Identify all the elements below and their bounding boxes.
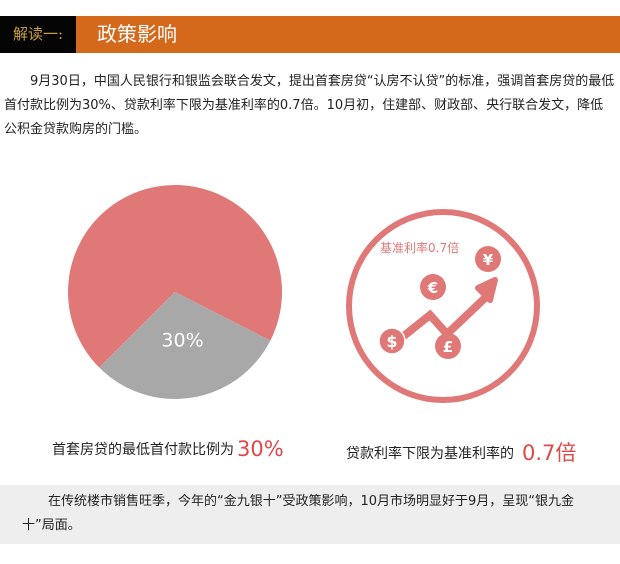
caption-value: 0.7倍: [522, 441, 577, 465]
caption-value: 30%: [237, 437, 284, 461]
svg-text:£: £: [443, 338, 453, 356]
note-box: 在传统楼市销售旺季，今年的“金九银十”受政策影响，10月市场明显好于9月，呈现“…: [0, 485, 620, 544]
svg-text:€: €: [427, 279, 438, 297]
pound-icon: £: [435, 333, 461, 359]
rising-arrow-icon: [392, 295, 488, 347]
caption-text: 首套房贷的最低首付款比例为: [52, 442, 234, 458]
pie-slice: [99, 292, 271, 400]
pie-slice-label: 30%: [161, 330, 203, 352]
section-title: 政策影响: [97, 22, 177, 46]
intro-paragraph: 9月30日，中国人民银行和银监会联合发文，提出首套房贷“认房不认贷”的标准，强调…: [4, 74, 615, 137]
pie-slice: [67, 185, 283, 368]
section-label: 解读一:: [0, 16, 76, 53]
yuan-icon: ¥: [475, 246, 501, 272]
arrow-head: [475, 277, 498, 303]
rate-caption: 贷款利率下限为基准利率的 0.7倍: [346, 437, 576, 467]
down-payment-caption: 首套房贷的最低首付款比例为 30%: [52, 437, 284, 461]
euro-icon: €: [420, 274, 446, 300]
dollar-icon: $: [378, 327, 406, 355]
rate-label: 基准利率0.7倍: [380, 240, 459, 255]
caption-text: 贷款利率下限为基准利率的: [346, 446, 514, 462]
rate-graphic: $ € £ ¥ 基准利率0.7倍: [346, 209, 540, 403]
svg-text:$: $: [386, 332, 397, 351]
svg-text:¥: ¥: [483, 251, 494, 269]
rate-circle: [346, 209, 540, 403]
note-text: 在传统楼市销售旺季，今年的“金九银十”受政策影响，10月市场明显好于9月，呈现“…: [22, 494, 575, 533]
section-header: 解读一: 政策影响: [0, 16, 620, 53]
pie-chart: 30%: [67, 185, 283, 400]
